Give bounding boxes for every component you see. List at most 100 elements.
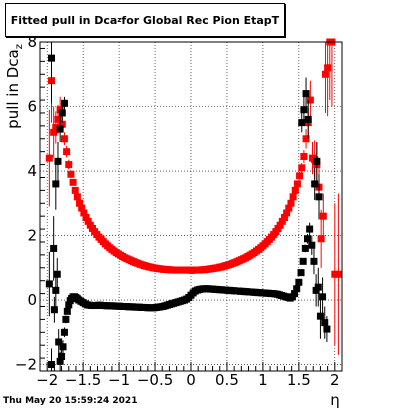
data-point — [303, 235, 311, 243]
data-point — [63, 307, 71, 315]
data-point — [69, 178, 77, 186]
data-point — [334, 270, 342, 278]
data-point — [308, 241, 316, 249]
x-tick-label: 0 — [186, 371, 196, 389]
y-tick-label: 4 — [27, 162, 37, 180]
data-point — [311, 180, 319, 188]
data-point — [304, 115, 312, 123]
y-tick-label: 8 — [27, 33, 37, 51]
y-axis-label: pull in Dcaz — [4, 44, 25, 129]
chart-title: Fitted pull in Dca z for Global Rec Pion … — [5, 3, 285, 37]
data-point — [287, 199, 295, 207]
data-point — [319, 212, 327, 220]
data-point — [296, 172, 304, 180]
y-tick-label: 6 — [27, 98, 37, 116]
x-tick-label: −1 — [108, 371, 130, 389]
chart-title-rest: for Global Rec Pion EtapT — [121, 13, 280, 27]
data-point — [280, 213, 288, 221]
data-point — [297, 269, 305, 277]
timestamp: Thu May 20 15:59:24 2021 — [3, 396, 138, 406]
data-point — [58, 352, 66, 360]
data-point — [291, 186, 299, 194]
y-tick-label: 2 — [27, 227, 37, 245]
data-point — [299, 257, 307, 265]
data-point — [76, 199, 84, 207]
data-point — [45, 154, 53, 162]
data-point — [84, 217, 92, 225]
data-point — [62, 315, 70, 323]
data-point — [319, 293, 327, 301]
data-point — [321, 70, 329, 78]
data-point — [302, 135, 310, 143]
data-point — [52, 286, 60, 294]
data-point — [331, 270, 339, 278]
data-point — [289, 193, 297, 201]
data-point — [60, 99, 68, 107]
data-point — [323, 325, 331, 333]
data-point — [58, 120, 66, 128]
data-point — [52, 180, 60, 188]
data-point — [55, 338, 63, 346]
data-point — [78, 204, 86, 212]
data-point — [56, 357, 64, 365]
x-tick-label: −1.5 — [65, 371, 101, 389]
data-point — [67, 170, 75, 178]
data-point — [300, 106, 308, 114]
data-point — [317, 235, 325, 243]
data-point — [293, 285, 301, 293]
data-point — [50, 244, 58, 252]
x-tick-label: −2 — [36, 371, 58, 389]
data-point — [315, 193, 323, 201]
data-point — [301, 244, 309, 252]
data-point — [324, 64, 332, 72]
x-tick-label: 1.5 — [287, 371, 311, 389]
data-point — [298, 164, 306, 172]
chart-title-text: Fitted pull in Dca — [10, 13, 118, 27]
data-point — [82, 213, 90, 221]
data-point — [60, 135, 68, 143]
data-point — [283, 209, 291, 217]
data-point — [291, 290, 299, 298]
plot-frame — [39, 41, 343, 372]
data-point — [302, 90, 310, 98]
data-point — [293, 180, 301, 188]
y-tick-label: −2 — [15, 356, 37, 374]
data-point — [278, 217, 286, 225]
data-point — [314, 283, 322, 291]
data-point — [50, 306, 58, 314]
data-point — [53, 270, 61, 278]
data-point — [300, 153, 308, 161]
x-tick-label: 2 — [330, 371, 340, 389]
data-point — [306, 225, 314, 233]
data-point — [60, 328, 68, 336]
data-point — [52, 123, 60, 131]
data-point — [48, 361, 56, 369]
data-point — [276, 221, 284, 229]
data-point — [63, 148, 71, 156]
x-tick-label: −0.5 — [137, 371, 173, 389]
data-point — [56, 125, 64, 133]
data-point — [65, 301, 73, 309]
data-point — [316, 312, 324, 320]
data-point — [65, 161, 73, 169]
x-axis-label: η — [330, 391, 340, 409]
data-point — [321, 319, 329, 327]
data-point — [48, 54, 56, 62]
data-point — [59, 343, 67, 351]
data-point — [50, 128, 58, 136]
y-tick-label: 0 — [27, 291, 37, 309]
data-point — [295, 278, 303, 286]
data-point — [54, 115, 62, 123]
data-point — [58, 109, 66, 117]
data-point — [73, 193, 81, 201]
data-point — [45, 280, 53, 288]
data-point — [54, 157, 62, 165]
data-point — [310, 257, 318, 265]
data-point — [71, 186, 79, 194]
data-point — [80, 209, 88, 217]
data-point — [298, 119, 306, 127]
data-point — [306, 96, 314, 104]
x-tick-label: 1 — [258, 371, 268, 389]
x-tick-label: 0.5 — [215, 371, 239, 389]
